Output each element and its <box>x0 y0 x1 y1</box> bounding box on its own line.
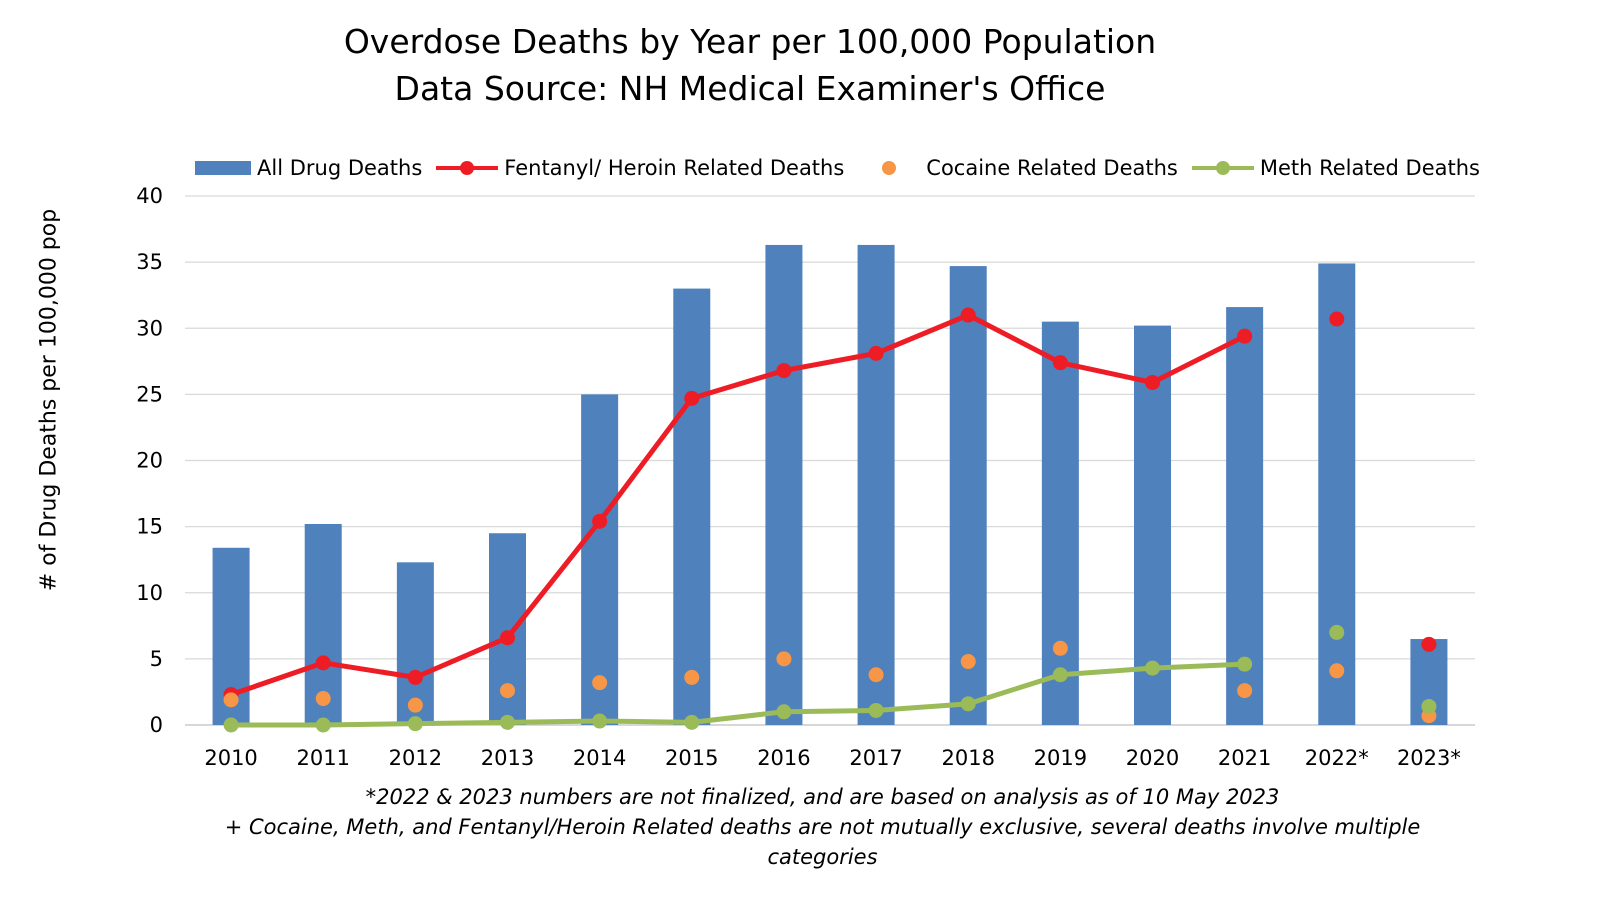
y-tick-label: 20 <box>136 449 163 473</box>
legend-swatch-bar <box>195 161 251 175</box>
data-point <box>592 513 608 529</box>
y-tick-label: 40 <box>136 184 163 208</box>
data-point <box>407 697 423 713</box>
data-point <box>1421 698 1437 714</box>
chart-subtitle-line: Data Source: NH Medical Examiner's Offic… <box>394 69 1106 108</box>
data-point <box>960 696 976 712</box>
bar <box>581 394 619 725</box>
data-point <box>315 717 331 733</box>
legend-item-cocaine: Cocaine Related Deaths <box>858 156 1178 180</box>
legend-item-fentanyl-heroin: Fentanyl/ Heroin Related Deaths <box>436 156 844 180</box>
y-tick-label: 30 <box>136 316 163 340</box>
data-point <box>1237 683 1253 699</box>
bar <box>1226 307 1264 725</box>
y-tick-label: 15 <box>136 515 163 539</box>
bar <box>673 288 711 725</box>
bar <box>1041 321 1079 725</box>
x-tick-label: 2016 <box>757 746 810 770</box>
data-point <box>960 307 976 323</box>
x-tick-label: 2013 <box>481 746 534 770</box>
y-tick-label: 35 <box>136 250 163 274</box>
bar <box>857 244 895 725</box>
footnote-line: categories <box>767 845 878 869</box>
data-point <box>592 675 608 691</box>
x-tick-label: 2021 <box>1218 746 1271 770</box>
x-tick-label: 2023* <box>1397 746 1461 770</box>
data-point <box>960 654 976 670</box>
data-point <box>868 702 884 718</box>
data-point <box>500 630 515 646</box>
x-tick-label: 2010 <box>204 746 257 770</box>
footnote-line: + Cocaine, Meth, and Fentanyl/Heroin Rel… <box>224 815 1421 839</box>
chart-footnotes: *2022 & 2023 numbers are not finalized, … <box>0 782 1605 872</box>
x-tick-label: 2014 <box>573 746 626 770</box>
legend-label: Fentanyl/ Heroin Related Deaths <box>504 156 845 180</box>
data-point <box>1052 355 1068 371</box>
x-tick-label: 2019 <box>1034 746 1087 770</box>
x-tick-label: 2011 <box>296 746 349 770</box>
legend-swatch-line-marker <box>1191 160 1254 176</box>
footnote-line: *2022 & 2023 numbers are not finalized, … <box>365 785 1280 809</box>
legend-item-meth: Meth Related Deaths <box>1191 156 1480 180</box>
bar <box>1134 325 1171 725</box>
x-tick-label: 2020 <box>1126 746 1179 770</box>
data-point <box>776 363 792 379</box>
x-tick-label: 2022* <box>1305 746 1369 770</box>
data-point <box>223 692 239 708</box>
data-point <box>407 716 423 732</box>
data-point <box>1329 663 1345 679</box>
data-point <box>1145 374 1160 390</box>
data-point <box>684 390 700 406</box>
data-point <box>500 683 515 699</box>
data-point <box>684 669 700 685</box>
data-point <box>1329 624 1345 640</box>
data-point <box>223 717 239 733</box>
x-tick-label: 2018 <box>941 746 994 770</box>
data-point <box>1052 667 1068 683</box>
data-point <box>684 714 700 730</box>
x-tick-label: 2012 <box>389 746 442 770</box>
bar <box>1318 263 1356 725</box>
data-point <box>1237 328 1253 344</box>
data-point <box>1145 660 1160 676</box>
chart-title: Overdose Deaths by Year per 100,000 Popu… <box>0 18 1500 112</box>
y-tick-label: 25 <box>136 382 163 406</box>
data-point <box>407 669 423 685</box>
data-point <box>315 655 331 671</box>
bar <box>949 266 987 725</box>
series-line <box>228 312 1248 698</box>
y-tick-label: 0 <box>150 713 163 737</box>
data-point <box>776 651 792 667</box>
legend-label: Meth Related Deaths <box>1259 156 1480 180</box>
chart-title-line: Overdose Deaths by Year per 100,000 Popu… <box>343 22 1157 61</box>
data-point <box>868 345 884 361</box>
x-tick-label: 2015 <box>665 746 718 770</box>
chart-legend: All Drug Deaths Fentanyl/ Heroin Related… <box>195 150 1494 186</box>
bar <box>765 244 803 725</box>
series-line <box>228 661 1248 728</box>
data-point <box>1237 656 1253 672</box>
data-point <box>1052 640 1068 656</box>
data-point <box>868 667 884 683</box>
legend-label: Cocaine Related Deaths <box>926 156 1178 180</box>
data-point <box>776 704 792 720</box>
y-tick-label: 5 <box>150 647 163 671</box>
legend-label: All Drug Deaths <box>257 156 423 180</box>
legend-item-all-drug-deaths: All Drug Deaths <box>195 156 422 180</box>
data-point <box>315 691 331 707</box>
data-point <box>1329 311 1345 327</box>
x-tick-label: 2017 <box>849 746 902 770</box>
legend-swatch-dot-marker <box>858 160 920 176</box>
data-point <box>500 714 515 730</box>
legend-swatch-line-marker <box>436 160 499 176</box>
y-tick-label: 10 <box>136 581 163 605</box>
data-point <box>592 713 608 729</box>
data-point <box>1421 636 1437 652</box>
